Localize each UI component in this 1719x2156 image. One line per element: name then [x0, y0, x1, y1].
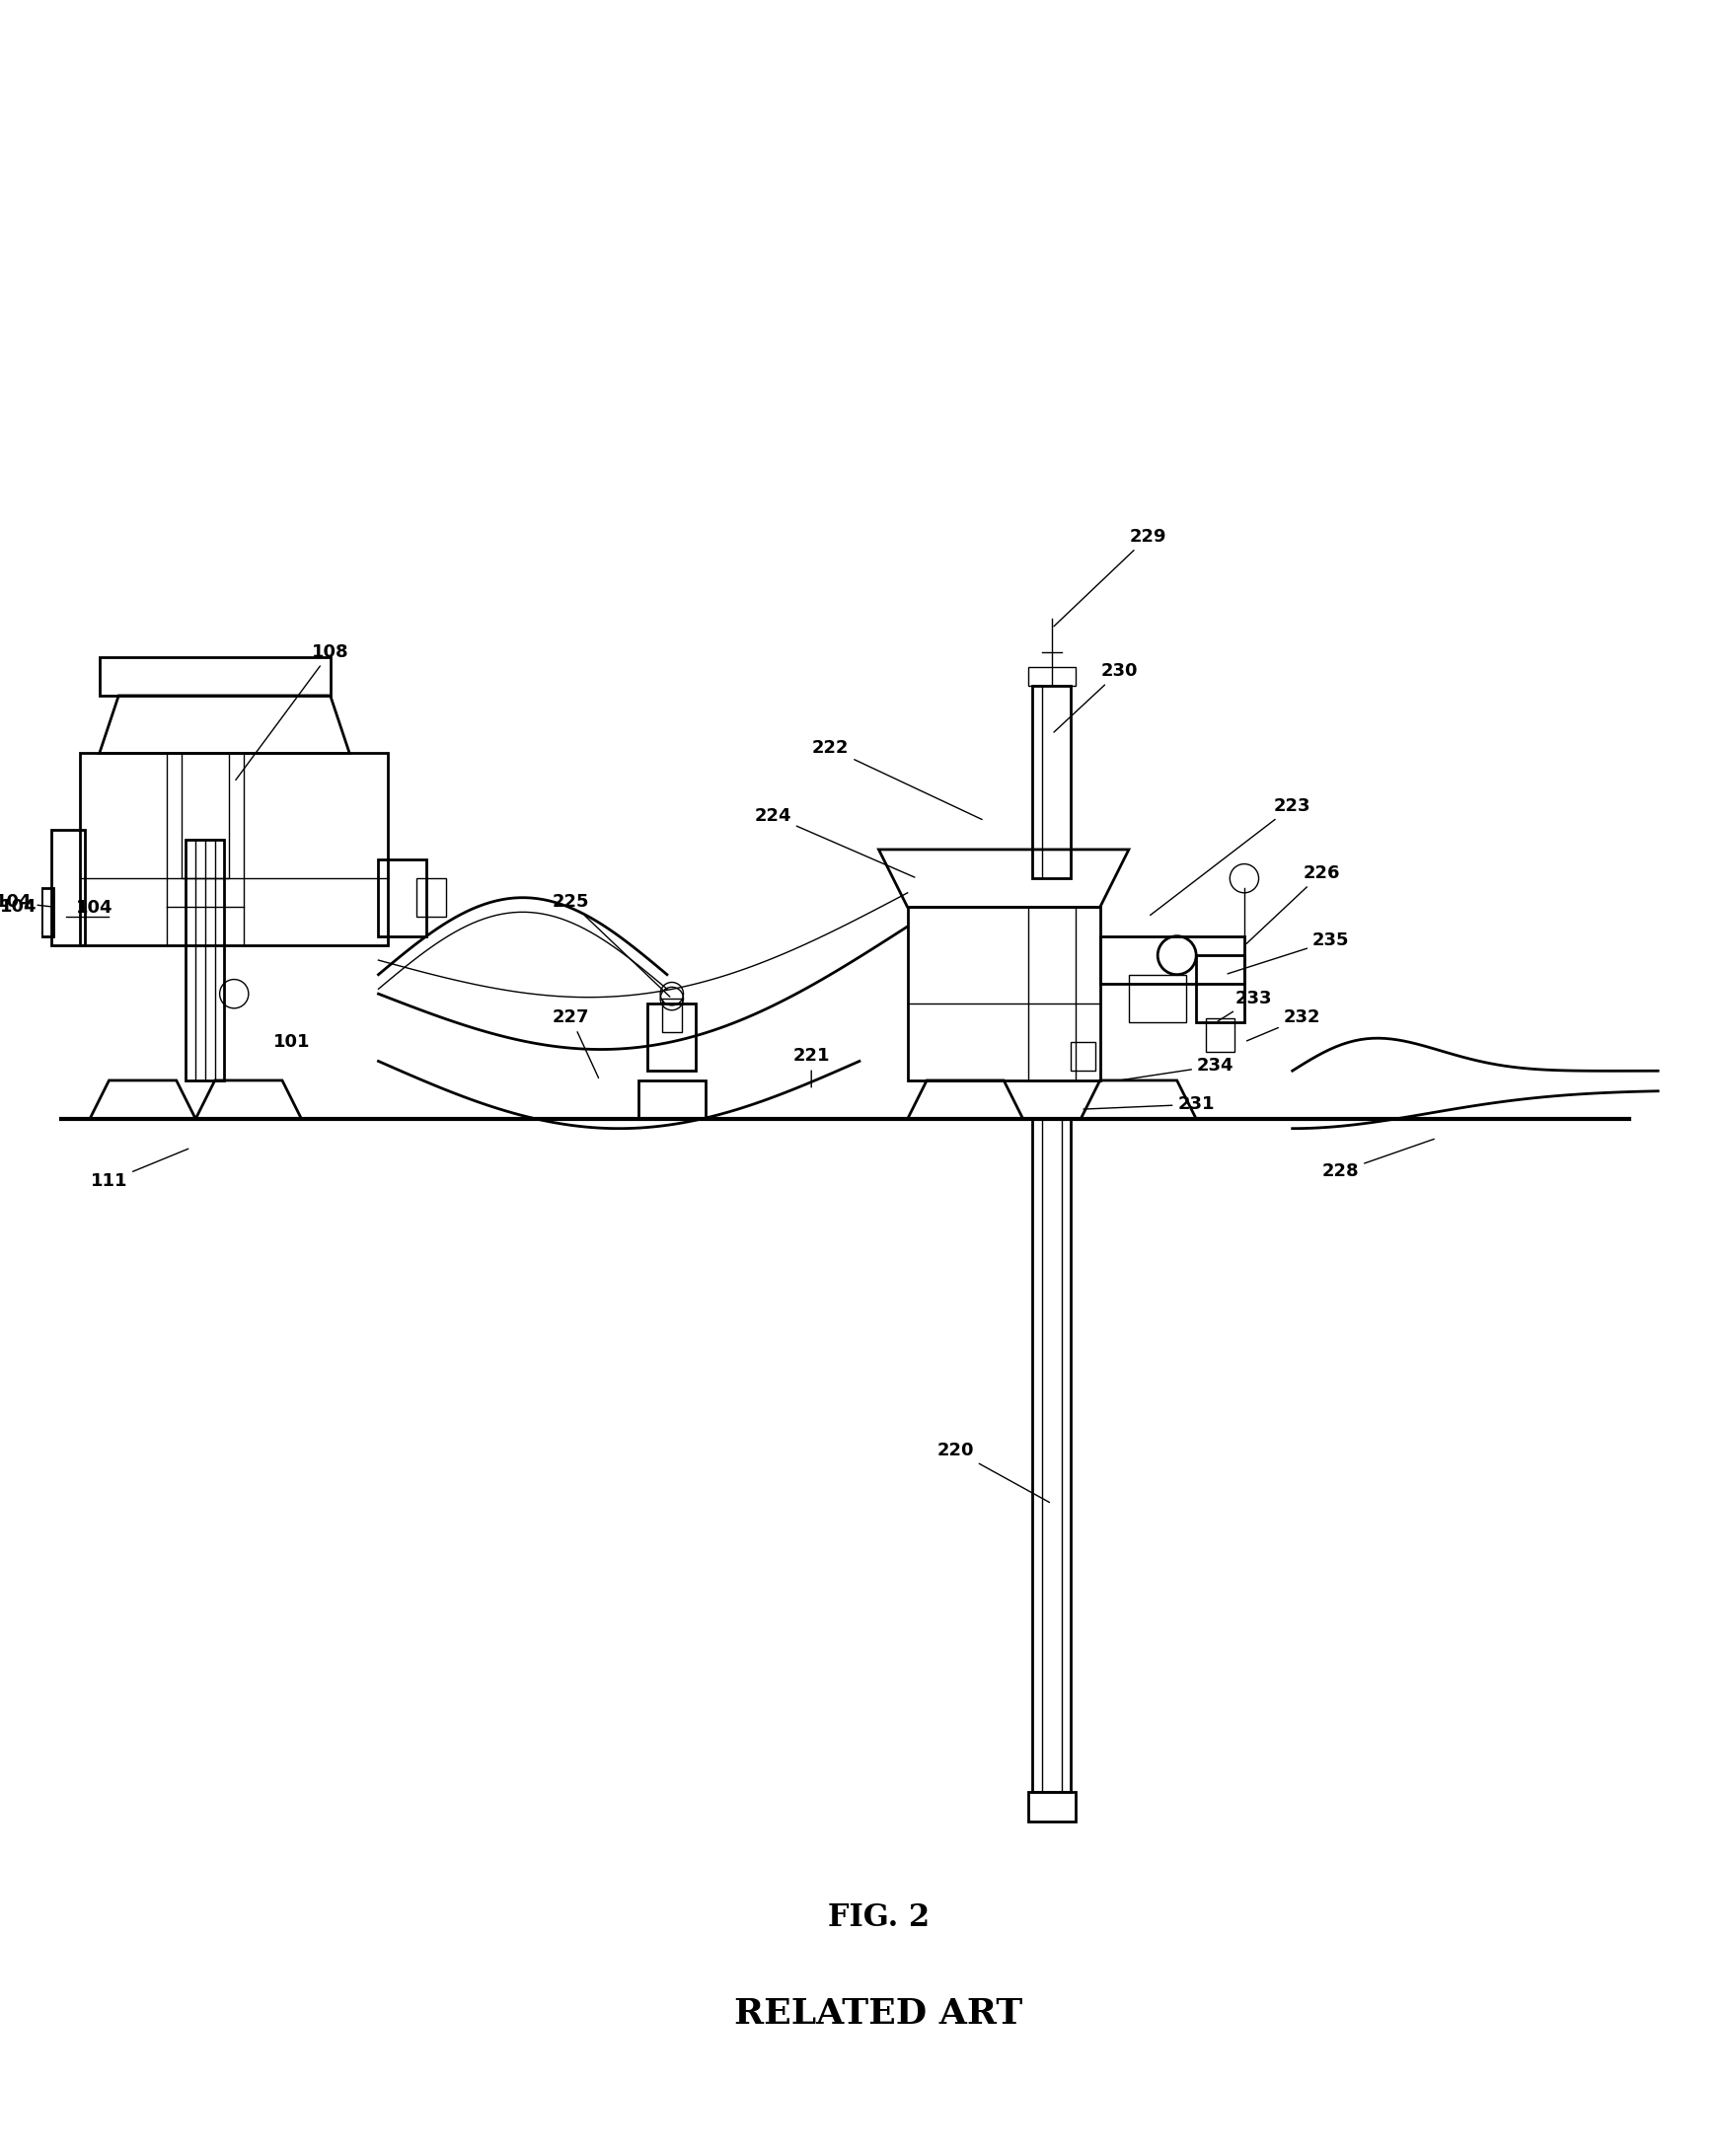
Text: 230: 230	[1054, 662, 1138, 733]
Text: RELATED ART: RELATED ART	[734, 1996, 1023, 2031]
Bar	[1100, 936, 1245, 983]
Bar	[1071, 1041, 1095, 1072]
Bar	[81, 752, 388, 946]
Text: 231: 231	[1083, 1095, 1215, 1112]
Text: 227: 227	[552, 1009, 598, 1078]
Text: 232: 232	[1246, 1009, 1320, 1041]
Bar	[1129, 975, 1186, 1022]
Text: 235: 235	[1227, 931, 1349, 975]
Text: 101: 101	[273, 1033, 311, 1050]
Text: 221: 221	[792, 1048, 830, 1087]
Text: 224: 224	[755, 806, 915, 877]
Bar	[52, 830, 84, 946]
Bar	[662, 998, 681, 1033]
Bar	[1028, 1792, 1076, 1822]
Bar	[1205, 1018, 1234, 1052]
Text: 108: 108	[236, 642, 349, 780]
Text: 233: 233	[1217, 990, 1272, 1022]
Text: 228: 228	[1322, 1138, 1434, 1181]
Bar	[1196, 955, 1245, 1022]
Text: 104: 104	[0, 899, 36, 916]
Text: 225: 225	[552, 893, 670, 996]
Text: 104: 104	[76, 899, 113, 916]
Text: 223: 223	[1150, 798, 1312, 914]
Bar	[100, 658, 330, 696]
Bar	[378, 858, 426, 936]
Text: FIG. 2: FIG. 2	[829, 1902, 930, 1932]
Bar	[186, 841, 225, 1080]
Text: 222: 222	[811, 740, 982, 819]
Bar	[1028, 908, 1076, 1080]
Bar	[1033, 686, 1071, 877]
Text: 220: 220	[937, 1442, 1050, 1503]
Text: 104: 104	[0, 893, 53, 912]
Bar	[1033, 1119, 1071, 1792]
Text: 226: 226	[1246, 865, 1339, 944]
Bar	[908, 908, 1100, 1080]
Text: 111: 111	[91, 1149, 189, 1190]
Text: 229: 229	[1054, 528, 1167, 627]
Bar	[648, 1003, 696, 1072]
Text: 234: 234	[1123, 1056, 1234, 1080]
Bar	[1028, 666, 1076, 686]
Bar	[418, 877, 445, 916]
Bar	[41, 888, 53, 936]
Bar	[180, 752, 229, 877]
